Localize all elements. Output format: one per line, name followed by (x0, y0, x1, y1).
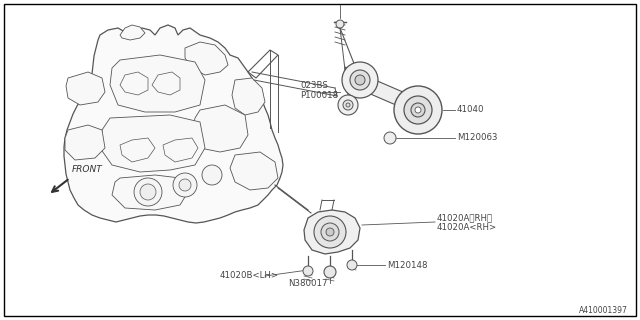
Polygon shape (66, 72, 105, 105)
Text: 41020A<RH>: 41020A<RH> (437, 223, 497, 233)
Polygon shape (232, 78, 265, 115)
Text: M120148: M120148 (387, 260, 428, 269)
Polygon shape (230, 152, 278, 190)
Text: 41040: 41040 (457, 106, 484, 115)
Circle shape (342, 62, 378, 98)
Polygon shape (192, 105, 248, 152)
Circle shape (140, 184, 156, 200)
Text: M27001: M27001 (323, 0, 358, 2)
Circle shape (324, 266, 336, 278)
Circle shape (347, 260, 357, 270)
Polygon shape (185, 42, 228, 75)
Circle shape (350, 70, 370, 90)
Circle shape (384, 132, 396, 144)
Circle shape (326, 228, 334, 236)
Circle shape (173, 173, 197, 197)
Circle shape (346, 103, 350, 107)
Polygon shape (120, 25, 145, 40)
Text: 023BS: 023BS (300, 81, 328, 90)
Polygon shape (304, 210, 360, 254)
Circle shape (321, 223, 339, 241)
Circle shape (338, 95, 358, 115)
Circle shape (179, 179, 191, 191)
Polygon shape (345, 67, 426, 118)
Circle shape (355, 75, 365, 85)
Polygon shape (100, 115, 205, 172)
Text: M120063: M120063 (457, 133, 497, 142)
Polygon shape (112, 175, 188, 210)
Circle shape (202, 165, 222, 185)
Text: P100018: P100018 (300, 92, 338, 100)
Circle shape (404, 96, 432, 124)
Circle shape (303, 266, 313, 276)
Circle shape (394, 86, 442, 134)
Text: FRONT: FRONT (72, 165, 103, 174)
Circle shape (343, 100, 353, 110)
Text: N380017: N380017 (288, 279, 328, 289)
Text: A410001397: A410001397 (579, 306, 628, 315)
Circle shape (314, 216, 346, 248)
Polygon shape (64, 25, 283, 223)
Circle shape (415, 107, 421, 113)
Polygon shape (65, 125, 105, 160)
Polygon shape (110, 55, 205, 112)
Text: 41020A〈RH〉: 41020A〈RH〉 (437, 213, 493, 222)
Circle shape (411, 103, 425, 117)
Circle shape (134, 178, 162, 206)
Circle shape (336, 20, 344, 28)
Text: 41020B<LH>: 41020B<LH> (220, 271, 279, 281)
